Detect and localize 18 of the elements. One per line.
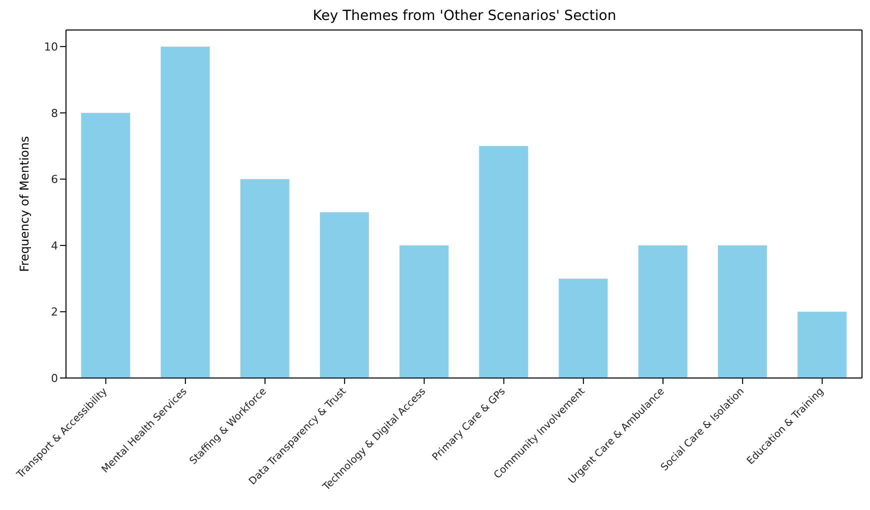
bar bbox=[638, 245, 688, 378]
bar bbox=[479, 146, 528, 378]
bar bbox=[160, 46, 210, 378]
bar bbox=[320, 212, 369, 378]
y-tick-label: 6 bbox=[51, 173, 58, 186]
y-tick-label: 0 bbox=[51, 372, 58, 385]
y-tick-label: 10 bbox=[44, 40, 58, 54]
bar bbox=[798, 312, 847, 378]
chart-title: Key Themes from 'Other Scenarios' Section bbox=[312, 8, 618, 24]
bar bbox=[81, 112, 130, 378]
y-tick-label: 8 bbox=[51, 106, 58, 120]
bar bbox=[240, 179, 290, 378]
y-axis-title: Frequency of Mentions bbox=[17, 136, 32, 272]
bar bbox=[718, 245, 767, 378]
bar bbox=[400, 245, 449, 378]
bar bbox=[558, 278, 608, 378]
y-tick-label: 4 bbox=[51, 239, 58, 252]
y-tick-label: 2 bbox=[51, 306, 58, 319]
